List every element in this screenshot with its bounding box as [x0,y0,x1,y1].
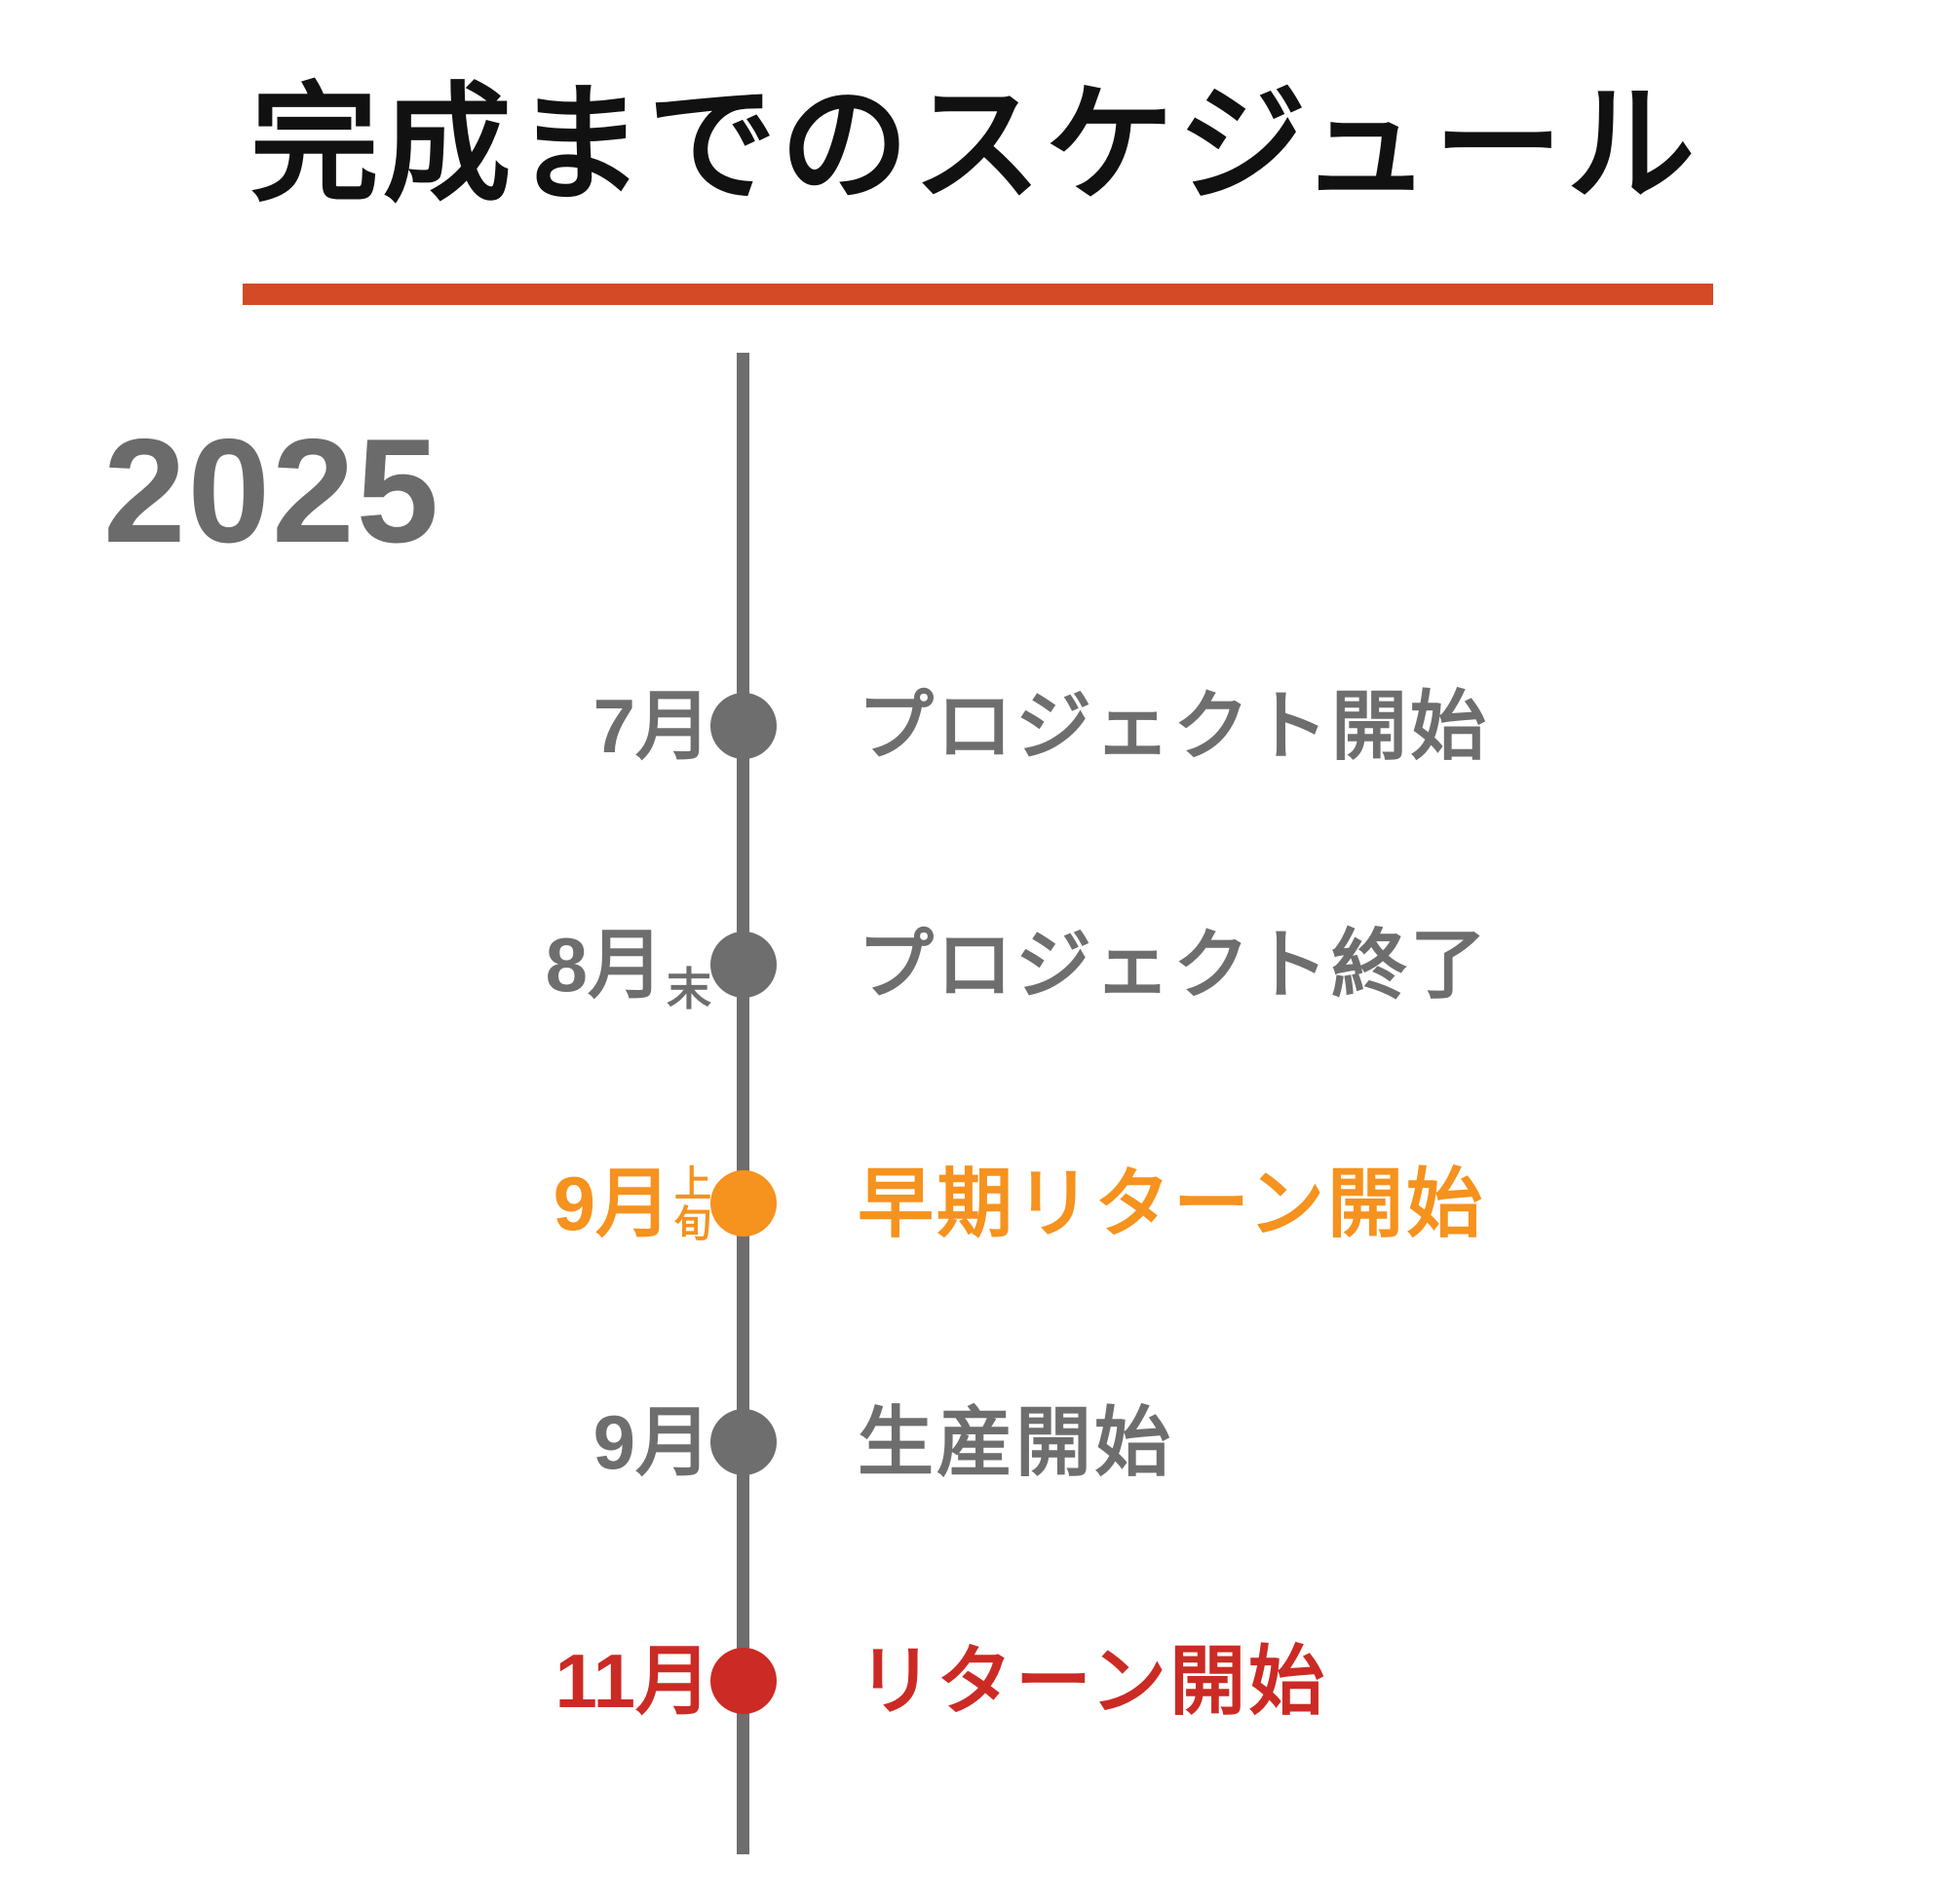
milestone-month-label: 8月 末 [546,906,711,1023]
milestone-month-text: 8月 [545,922,664,1008]
milestone-title: 生産開始 [858,1399,1174,1485]
timeline-milestone: 9月 上旬 早期リターン開始 [0,1145,1949,1262]
milestone-dot [710,1409,777,1475]
milestone-dot [710,693,777,759]
milestone-month-text: 11月 [554,1638,711,1724]
milestone-month-text: 9月 [553,1161,671,1246]
milestone-month-label: 7月 [593,667,711,784]
milestone-title: 早期リターン開始 [858,1161,1486,1246]
milestone-dot [710,1170,777,1237]
timeline-milestone: 7月 プロジェクト開始 [0,667,1949,784]
timeline-milestone: 8月 末 プロジェクト終了 [0,906,1949,1023]
timeline-milestone: 9月 生産開始 [0,1384,1949,1501]
milestone-dot [710,932,777,998]
milestone-title: リターン開始 [858,1638,1328,1724]
milestone-title: プロジェクト開始 [858,683,1490,769]
timeline-milestone: 11月 リターン開始 [0,1622,1949,1739]
milestone-month-text: 9月 [592,1399,711,1485]
year-label: 2025 [103,408,441,574]
milestone-month-suffix: 末 [667,964,711,1014]
milestone-month-label: 9月 上旬 [554,1145,711,1262]
milestone-dot [710,1648,777,1714]
milestone-month-suffix: 上旬 [673,1163,711,1245]
milestone-month-text: 7月 [592,683,711,769]
milestone-title: プロジェクト終了 [858,922,1490,1008]
milestone-month-label: 11月 [555,1622,711,1739]
title-underline [243,284,1713,305]
page-title: 完成までのスケジュール [249,73,1700,216]
milestone-month-label: 9月 [593,1384,711,1501]
